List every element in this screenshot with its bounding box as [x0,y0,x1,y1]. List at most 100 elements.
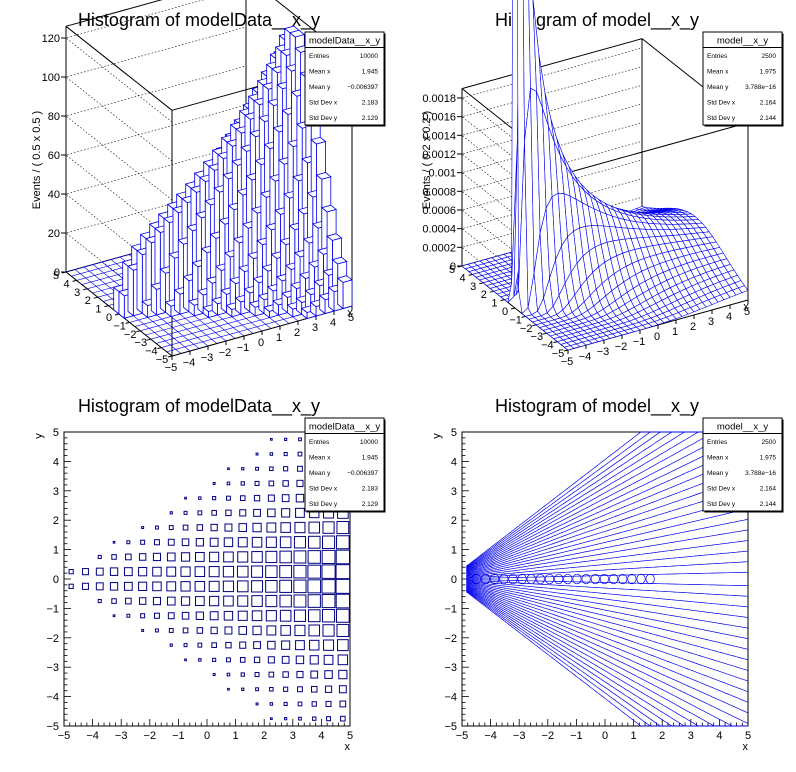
box-cell [280,522,291,533]
y-tick [125,321,130,324]
box-cell [198,496,202,500]
x-tick-label: 5 [744,306,750,318]
y-tick-label: 1 [451,545,457,557]
z-tick-label: 60 [48,150,60,162]
box-cell [338,685,347,694]
y-tick-label: 5 [53,270,59,282]
z-tick-label: 0.001 [428,168,456,180]
contour-line [466,431,748,567]
y-tick-label: −5 [46,721,59,733]
box-cell [322,624,335,637]
box-cell [283,701,288,707]
box-cell [308,624,321,637]
box-cell [294,521,306,534]
box-cell [155,525,159,530]
box-cell [325,700,332,708]
y-tick [104,305,109,308]
stats-label: Std Dev y [309,501,338,508]
box-cell [265,565,278,578]
box-cell [210,626,218,635]
stats-value: 1.945 [362,69,379,76]
x-tick-label: −1 [172,730,185,742]
box-cell [293,594,307,608]
x-axis-label: x [345,741,351,753]
box-cell [195,596,205,606]
box-cell [210,523,218,532]
box-cell [251,565,264,578]
box-cell [326,716,332,722]
box-cell [336,608,350,623]
box-cell [284,437,288,441]
z-gridline [65,143,247,279]
lego-bar-front [342,279,353,310]
box-cell [295,655,305,665]
y-tick-label: −2 [46,633,59,645]
box-cell [321,579,336,594]
box-cell [112,540,116,544]
z-gridline [461,122,643,257]
box-cell [267,656,275,664]
stats-value: 2.164 [760,486,777,493]
box-cell [81,582,89,590]
x-tick-label: −2 [615,341,628,353]
z-tick-label: 0.0004 [422,224,456,236]
y-tick-label: 4 [53,456,59,468]
box-cell [237,610,248,621]
z-gridline [65,104,247,240]
box-cell [295,507,305,518]
box-cell [237,595,249,607]
y-tick-label: −5 [444,721,457,733]
stats-value: −0.006397 [347,470,378,477]
box-cell [321,549,336,565]
contour-line [466,582,749,650]
box-cell [212,496,217,501]
contour-line [466,431,748,571]
x-tick-label: 0 [204,730,210,742]
box-cell [255,702,259,706]
y-tick-label: −1 [113,320,126,332]
x-tick-label: 0 [654,331,660,343]
stats-label: Entries [309,53,330,60]
stats-value: 1.975 [760,455,777,462]
box-cell [236,565,249,578]
y-tick-label: −1 [46,603,59,615]
lego-bar-top [336,275,353,283]
box-cell [111,554,117,560]
z-tick-label: 0.0006 [422,205,456,217]
x-tick-label: 3 [708,316,714,328]
box-cell [251,610,263,622]
box-cell [125,597,132,605]
y-tick-label: −4 [145,346,158,358]
contour-loop [627,573,637,585]
lego-bar-top [331,256,348,265]
box-cell [95,567,104,576]
x-tick-label: −2 [542,730,555,742]
box-cell [265,550,278,564]
z-gridline [65,26,247,162]
lego-bar-top [320,204,337,213]
lego-bar-side [337,277,344,310]
x-tick-label: 3 [290,730,296,742]
lego-bar-side [159,268,167,314]
box-cell [195,552,205,562]
stats-value: 2.129 [362,501,379,508]
z-tick-label: 0.0002 [422,242,456,254]
lego-bars [112,25,353,320]
stats-label: Std Dev x [707,100,736,107]
box-cell [269,452,274,456]
contour-line [466,584,749,693]
stats-value: 2.144 [760,115,777,122]
x-tick-label: −5 [58,730,71,742]
contour-loop [471,573,481,585]
stats-value: 2.164 [760,100,777,107]
y-tick-label: −3 [46,662,59,674]
box-cell [255,466,259,471]
frame-edge [65,0,163,27]
box-cell [296,479,304,488]
box-cell [338,669,348,680]
contour-line [466,581,749,629]
y-tick [167,355,173,358]
box-cell [251,595,263,607]
x-tick-label: −5 [456,730,469,742]
box-cell [237,551,249,563]
